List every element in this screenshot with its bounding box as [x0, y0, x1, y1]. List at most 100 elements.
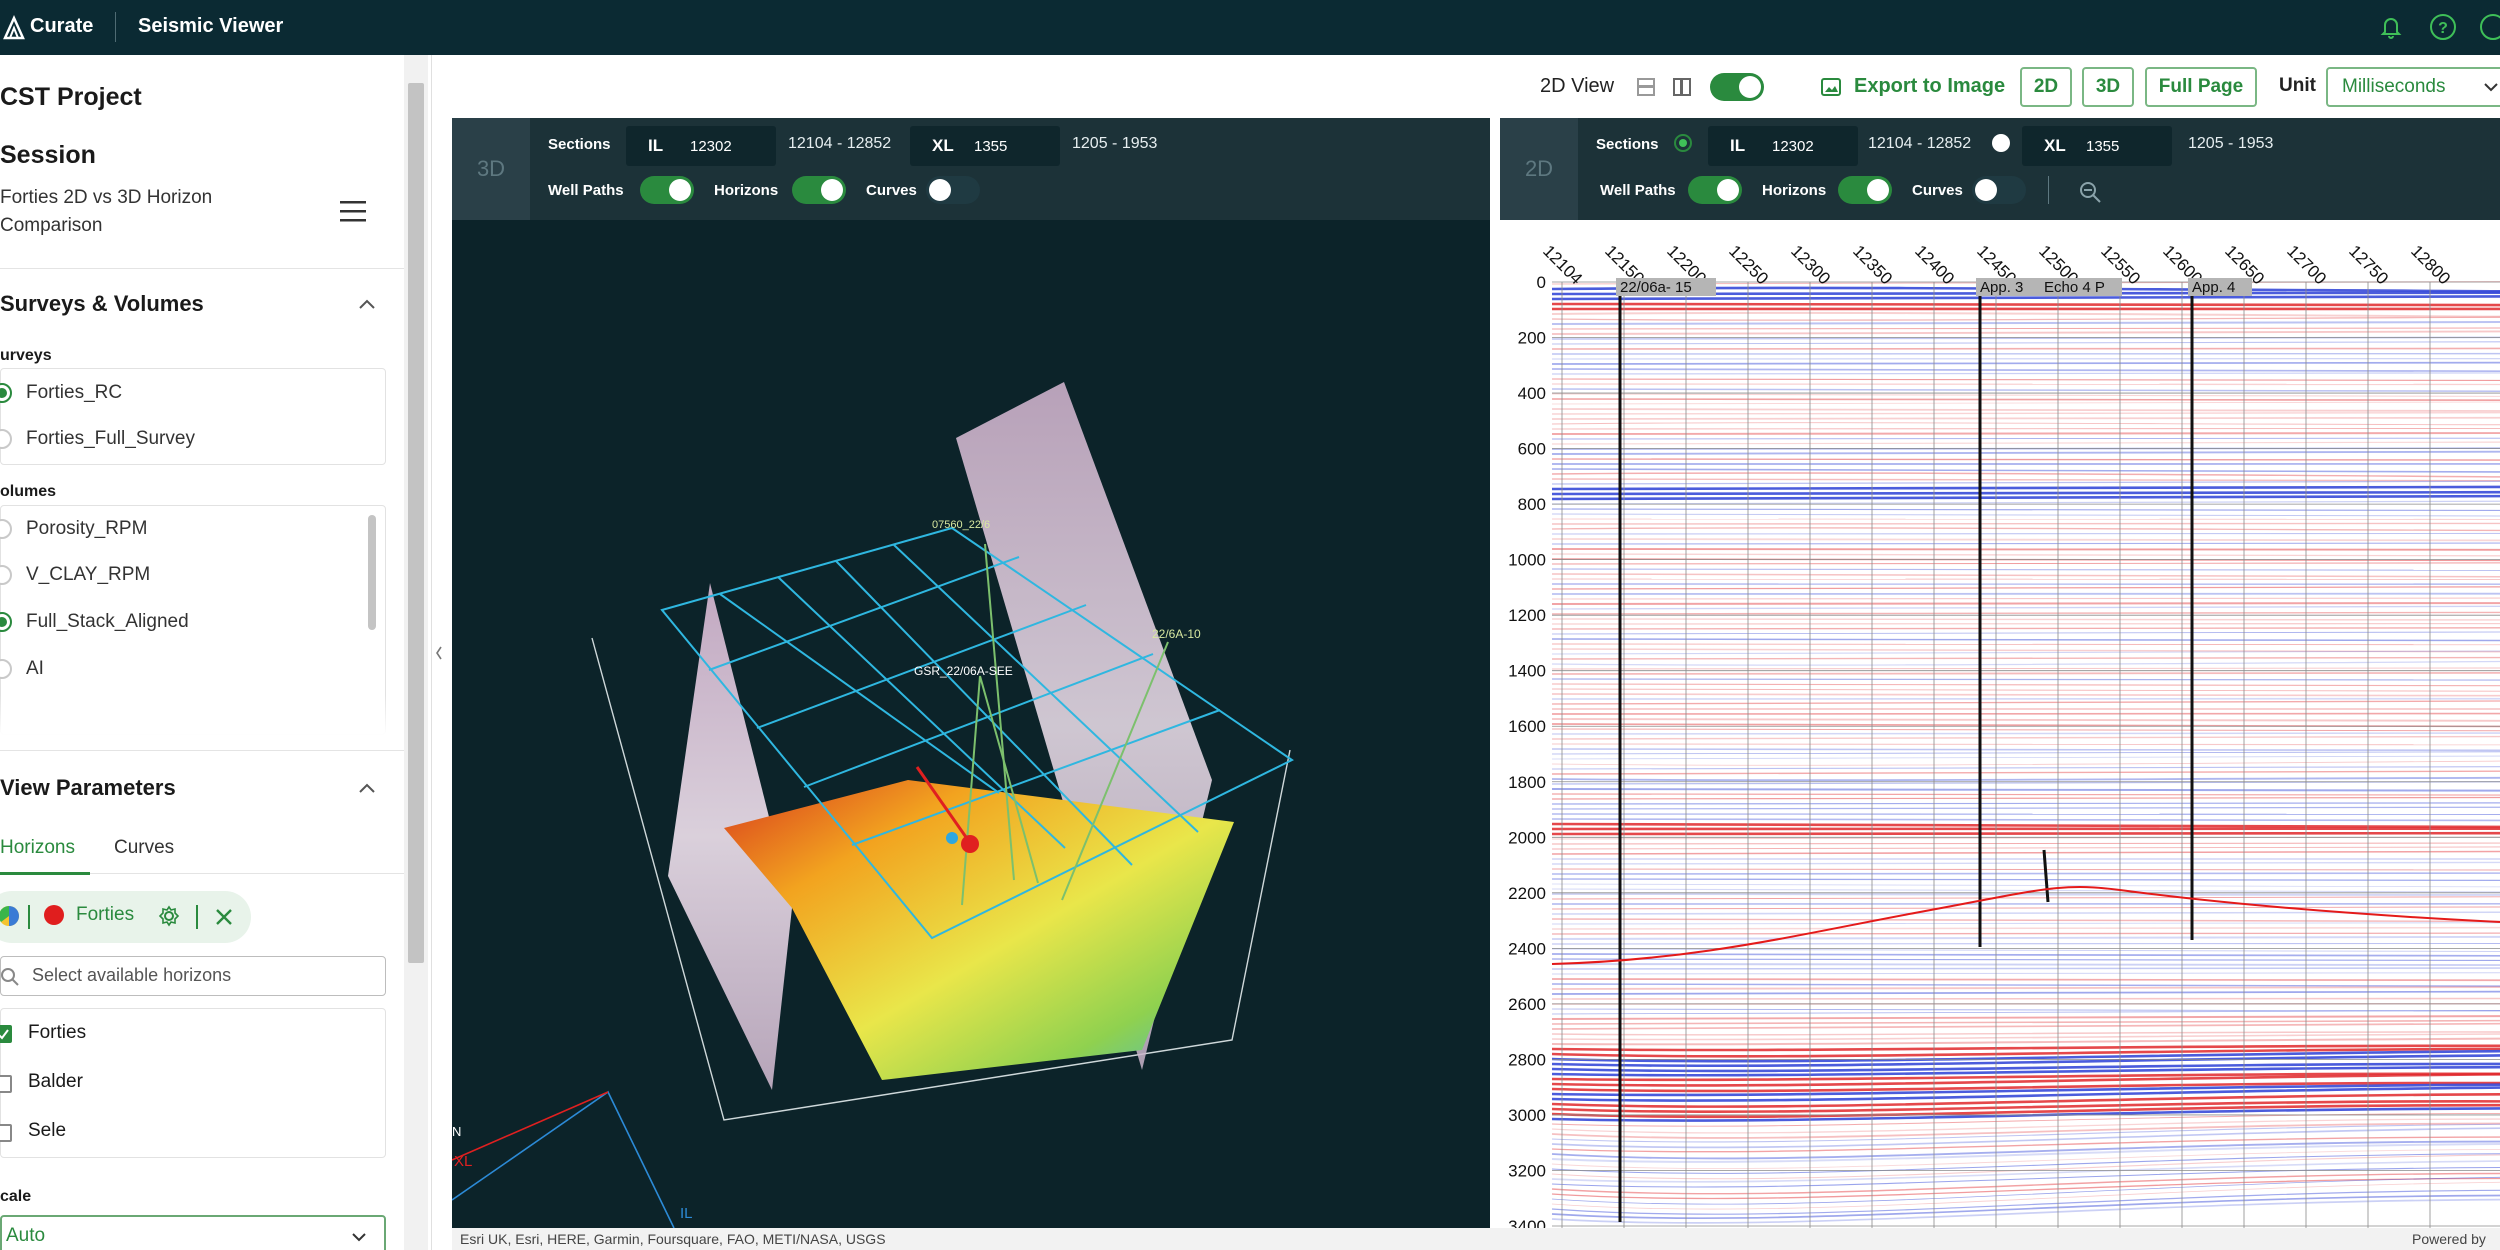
collapse-sidebar-icon[interactable] [434, 645, 444, 661]
horizon-checkbox-forties[interactable] [0, 1025, 12, 1043]
reflector-trace [1551, 321, 2500, 325]
volume-label[interactable]: AI [26, 658, 44, 679]
il-field[interactable]: IL 12302 [1708, 126, 1858, 166]
menu-icon[interactable] [338, 198, 368, 224]
volume-label[interactable]: V_CLAY_RPM [26, 564, 151, 585]
chevron-down-icon[interactable] [352, 1233, 366, 1242]
reflector-trace [1551, 747, 2500, 752]
zoom-out-icon[interactable] [2078, 180, 2102, 204]
list-fade [0, 695, 404, 735]
horizon-label[interactable]: Forties [28, 1022, 87, 1043]
il-range: 12104 - 12852 [788, 135, 892, 152]
volume-label[interactable]: Porosity_RPM [26, 518, 148, 539]
user-icon[interactable] [2478, 12, 2500, 42]
reflector-trace [1551, 743, 2500, 746]
il-field[interactable]: IL 12302 [626, 126, 776, 166]
horizon-label[interactable]: Balder [28, 1071, 83, 1092]
reflector-trace [1551, 1093, 2500, 1108]
3d-scene[interactable]: GSR_22/06A-SEE 22/6A-10 07560_22/6 XL IL… [452, 220, 1490, 1228]
export-image-button[interactable]: Export to Image [1854, 75, 2006, 97]
survey-radio-forties-rc[interactable] [0, 383, 12, 403]
well-paths-toggle[interactable] [640, 176, 694, 204]
reflector-trace [1551, 302, 2500, 307]
color-palette-icon[interactable] [0, 905, 20, 927]
horizon-chip[interactable] [0, 891, 251, 943]
reflector-trace [1551, 903, 2500, 906]
reflector-trace [1551, 1031, 2500, 1036]
seismic-plot[interactable]: 12104 12150 12200 12250 12300 12350 12400 12450… [1500, 222, 2500, 1230]
3d-viewer-panel: 3D Sections IL 12302 12104 - 12852 XL 13… [452, 118, 1490, 1228]
horizon-label[interactable]: Sele [28, 1120, 67, 1141]
reflector-trace [1551, 1107, 2500, 1122]
chevron-up-icon[interactable] [358, 783, 376, 793]
unit-select[interactable]: Milliseconds [2326, 67, 2500, 107]
horizon-search-input[interactable] [0, 956, 386, 996]
2d-button[interactable]: 2D [2020, 67, 2072, 107]
horizon-checkbox-balder[interactable] [0, 1075, 12, 1093]
full-page-button[interactable]: Full Page [2145, 67, 2257, 107]
volume-radio-full-stack[interactable] [0, 612, 12, 632]
reflector-trace [1551, 1010, 2500, 1015]
reflector-trace [1551, 850, 2500, 855]
sections-label: Sections [1596, 136, 1659, 153]
horizon-checkbox-sele[interactable] [0, 1124, 12, 1142]
x-tick-label: 12800 [2407, 241, 2454, 288]
reflector-trace [1551, 692, 2500, 697]
project-title: CST Project [0, 83, 142, 111]
reflector-trace [1551, 480, 2500, 486]
3d-button[interactable]: 3D [2082, 67, 2134, 107]
tab-curves[interactable]: Curves [114, 837, 175, 858]
curves-toggle[interactable] [926, 176, 980, 204]
volumes-scrollbar[interactable] [368, 515, 376, 630]
volume-radio-ai[interactable] [0, 659, 12, 679]
tab-horizons[interactable]: Horizons [0, 837, 75, 858]
well-paths-label: Well Paths [548, 182, 624, 199]
reflector-trace [1551, 818, 2500, 822]
horizons-toggle[interactable] [792, 176, 846, 204]
xl-field[interactable]: XL 1355 [2022, 126, 2172, 166]
single-layout-icon[interactable] [1636, 77, 1656, 97]
horizon-color-swatch[interactable] [44, 905, 64, 925]
surveys-volumes-heading[interactable]: Surveys & Volumes [0, 291, 204, 316]
sidebar-scrollbar[interactable] [404, 55, 428, 1250]
horizons-toggle[interactable] [1838, 176, 1892, 204]
seismic-section-view[interactable]: 12104 12150 12200 12250 12300 12350 12400 12450… [1500, 222, 2500, 1230]
scrollbar-thumb[interactable] [408, 83, 424, 963]
xl-field[interactable]: XL 1355 [910, 126, 1060, 166]
volume-label[interactable]: Full_Stack_Aligned [26, 611, 189, 632]
well-tag-bg [2188, 278, 2252, 296]
split-layout-icon[interactable] [1672, 77, 1692, 97]
xl-radio[interactable] [1992, 134, 2010, 152]
chevron-up-icon[interactable] [358, 299, 376, 309]
curves-toggle[interactable] [1972, 176, 2026, 204]
reflector-trace [1551, 788, 2500, 792]
chevron-down-icon[interactable] [2484, 83, 2498, 92]
survey-label[interactable]: Forties_RC [26, 382, 123, 403]
volume-radio-porosity[interactable] [0, 519, 12, 539]
bell-icon[interactable] [2376, 12, 2406, 42]
survey-radio-full-survey[interactable] [0, 429, 12, 449]
y-tick-label: 400 [1518, 384, 1546, 403]
well-paths-toggle[interactable] [1688, 176, 1742, 204]
2d-view-toggle[interactable] [1710, 73, 1764, 101]
close-icon[interactable] [214, 907, 234, 927]
reflector-trace [1551, 963, 2500, 967]
reflector-trace [1551, 906, 2500, 911]
brand-name[interactable]: Curate [30, 15, 94, 37]
settings-gear-icon[interactable] [158, 905, 180, 927]
reflector-trace [1551, 892, 2500, 896]
volume-radio-vclay[interactable] [0, 565, 12, 585]
view-parameters-heading[interactable]: View Parameters [0, 775, 176, 800]
image-icon[interactable] [1820, 76, 1842, 98]
powered-by-text: Powered by [2412, 1231, 2486, 1247]
reflector-trace [1551, 728, 2500, 732]
reflector-trace [1551, 872, 2500, 876]
y-tick-label: 0 [1537, 273, 1546, 292]
help-icon[interactable]: ? [2428, 12, 2458, 42]
survey-label[interactable]: Forties_Full_Survey [26, 428, 195, 449]
il-radio[interactable] [1674, 134, 1692, 152]
reflector-trace [1551, 751, 2500, 755]
y-tick-label: 3000 [1508, 1106, 1546, 1125]
scale-select[interactable] [0, 1215, 386, 1250]
reflector-trace [1551, 707, 2500, 710]
